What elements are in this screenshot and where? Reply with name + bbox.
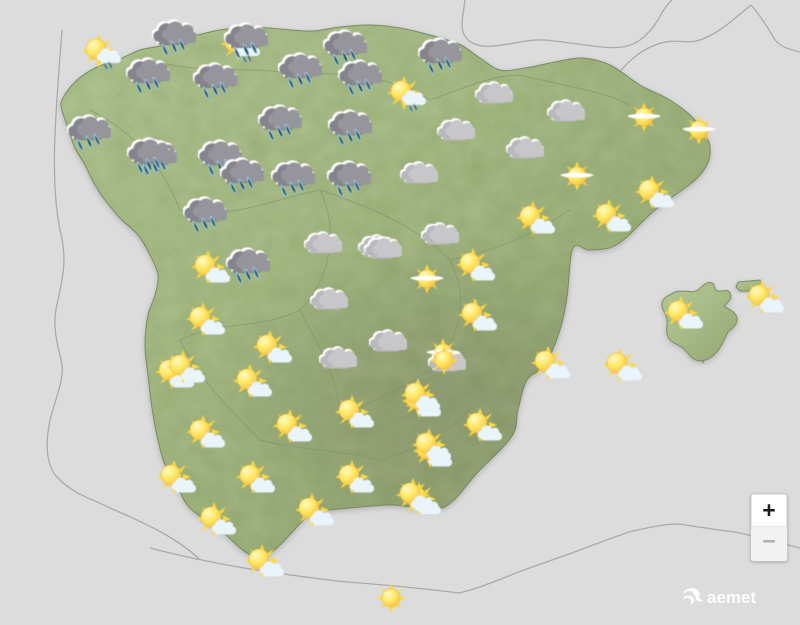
svg-text:+: + <box>762 497 775 523</box>
svg-text:−: − <box>762 528 775 554</box>
svg-text:aemet: aemet <box>707 588 756 607</box>
